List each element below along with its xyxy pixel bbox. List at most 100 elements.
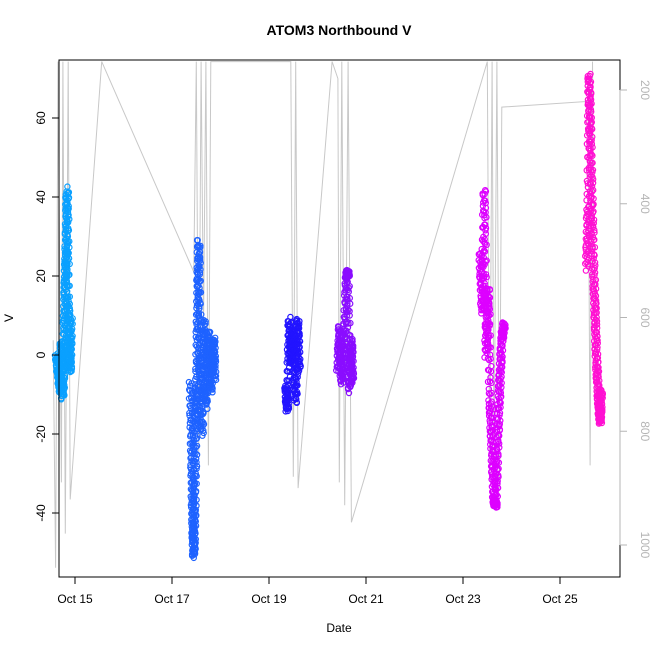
data-point [190,481,198,488]
velocity-series [51,70,607,562]
data-point [479,191,486,199]
data-point [66,260,73,268]
data-point [185,378,193,386]
data-point [204,398,211,405]
y-axis-label: V [2,314,16,322]
data-point [487,311,494,318]
data-point [485,390,493,397]
data-point [591,265,598,272]
y2-tick-label: 800 [638,421,650,441]
data-point [192,539,199,547]
series-5 [475,186,509,511]
data-point [594,339,602,347]
data-point [347,300,354,307]
data-point [66,307,73,314]
y-tick-label: 0 [34,351,48,358]
x-axis: Oct 15 Oct 17 Oct 19 Oct 21 Oct 23 Oct 25 [57,576,578,606]
data-point [211,375,218,382]
data-point [283,395,290,403]
data-point [584,78,592,86]
x-axis-label: Date [326,621,352,635]
data-point [292,391,299,398]
data-point [493,498,500,506]
data-point [66,319,74,326]
data-point [190,436,198,443]
x-tick-label: Oct 21 [348,592,384,606]
data-point [488,379,495,387]
data-point [195,312,202,319]
data-point [211,372,219,379]
y-axis: -40 -20 0 20 40 60 [34,111,60,522]
data-point [591,236,598,243]
data-point [200,429,207,437]
data-point [197,407,205,414]
data-point [491,485,498,492]
y-tick-label: 60 [34,111,48,125]
data-point [492,472,499,480]
data-point [588,193,595,201]
data-point [193,459,200,466]
data-point [493,478,500,486]
x-tick-label: Oct 19 [251,592,287,606]
data-point [337,381,345,388]
y2-axis: 200 400 600 800 1000 [619,80,650,559]
data-point [596,400,603,407]
data-point [493,445,500,452]
data-point [346,272,353,280]
data-point [62,249,70,256]
data-point [499,358,506,365]
data-point [204,405,211,412]
data-point [65,205,72,212]
data-point [494,484,502,492]
data-point [480,247,488,254]
data-point [345,288,352,295]
data-point [494,404,502,411]
data-point [66,282,73,289]
data-point [584,261,592,268]
data-point [495,371,503,378]
data-point [484,333,492,341]
series-4 [333,266,358,397]
data-point [199,418,206,425]
data-point [201,393,209,401]
data-point [297,363,304,371]
data-point [194,282,202,289]
x-tick-label: Oct 15 [57,592,93,606]
data-point [598,419,606,427]
data-point [187,394,195,401]
data-point [194,323,202,331]
data-point [344,324,352,331]
data-point [343,276,350,284]
x-tick-label: Oct 25 [542,592,578,606]
data-point [596,394,603,401]
data-point [338,357,346,364]
data-point [345,306,352,314]
data-point [346,312,353,319]
data-point [196,271,203,278]
data-point [189,523,197,530]
data-point [202,390,210,397]
y2-tick-label: 400 [638,194,650,214]
data-point [482,230,489,237]
data-point [486,322,493,329]
data-point [195,305,203,312]
y-tick-label: -20 [34,425,48,443]
y-tick-label: 40 [34,190,48,204]
data-point [204,333,211,340]
data-point [346,308,353,315]
data-point [66,238,73,245]
series-3 [281,313,304,415]
data-point [480,224,487,231]
data-point [598,387,605,394]
data-point [67,316,75,323]
data-point [197,259,204,267]
data-point [349,379,356,386]
data-point [501,320,508,327]
data-point [282,404,290,411]
data-point [593,375,600,382]
data-point [596,397,603,404]
data-point [587,96,595,103]
data-point [480,207,487,214]
data-point [582,235,590,243]
data-point [64,183,71,190]
